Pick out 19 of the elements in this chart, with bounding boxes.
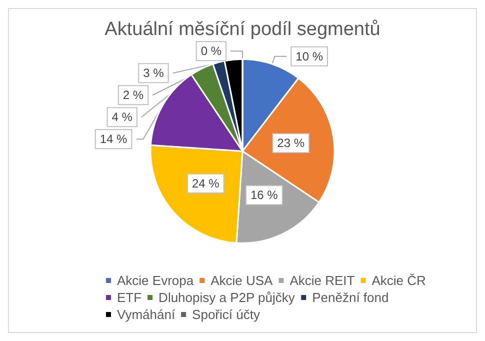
legend-label: Dluhopisy a P2P půjčky: [158, 290, 296, 305]
data-label: 3 %: [143, 66, 164, 80]
data-label: 2 %: [122, 88, 144, 102]
legend-label: Spořicí účty: [192, 307, 260, 322]
data-label: 14 %: [100, 132, 128, 146]
data-label: 23 %: [277, 136, 305, 150]
data-label: 4 %: [112, 110, 133, 124]
legend-label: Akcie ČR: [372, 273, 426, 288]
chart-title: Aktuální měsíční podíl segmentů: [104, 19, 380, 40]
data-label: 10 %: [296, 49, 324, 64]
data-label: 16 %: [250, 188, 278, 202]
legend-label: Akcie USA: [210, 273, 274, 288]
legend-label: Akcie REIT: [290, 273, 355, 288]
data-label: 24 %: [192, 176, 220, 190]
legend-label: Vymáhání: [117, 307, 176, 322]
legend-label: Peněžní fond: [312, 290, 389, 305]
legend-label: Akcie Evropa: [117, 273, 194, 288]
text: 0 %: [200, 44, 222, 58]
legend-label: ETF: [117, 290, 142, 305]
